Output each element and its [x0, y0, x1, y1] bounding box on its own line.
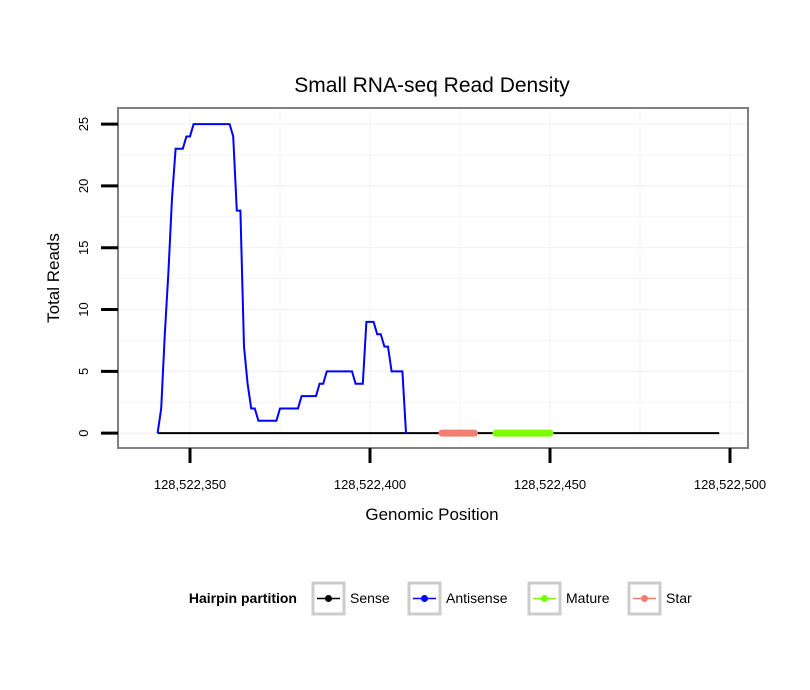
legend-key-dot — [541, 595, 548, 602]
legend-label-mature: Mature — [566, 590, 610, 606]
legend-key-dot — [325, 595, 332, 602]
x-axis-title: Genomic Position — [365, 505, 498, 524]
x-tick-label: 128,522,400 — [334, 477, 406, 492]
y-tick-label: 5 — [76, 368, 91, 375]
y-tick-label: 0 — [76, 430, 91, 437]
y-tick-label: 25 — [76, 117, 91, 131]
legend: Hairpin partition Sense Antisense Mature St… — [189, 581, 692, 616]
legend-key-dot — [421, 595, 428, 602]
legend-label-sense: Sense — [350, 590, 390, 606]
legend-item-sense: Sense — [311, 581, 390, 616]
legend-item-mature: Mature — [527, 581, 610, 616]
y-axis-title: Total Reads — [44, 233, 63, 323]
series-layer — [156, 123, 720, 437]
axes: 128,522,350 128,522,400 128,522,450 128,522… — [76, 117, 766, 492]
grid — [118, 108, 748, 448]
chart-title: Small RNA-seq Read Density — [294, 74, 570, 97]
y-tick-label: 10 — [76, 302, 91, 316]
legend-item-antisense: Antisense — [407, 581, 508, 616]
x-tick-label: 128,522,500 — [694, 477, 766, 492]
legend-title: Hairpin partition — [189, 590, 297, 606]
x-tick-label: 128,522,350 — [154, 477, 226, 492]
series-line-antisense — [156, 123, 407, 434]
legend-key-dot — [641, 595, 648, 602]
legend-item-star: Star — [627, 581, 692, 616]
legend-label-antisense: Antisense — [446, 590, 508, 606]
y-tick-label: 15 — [76, 240, 91, 254]
y-tick-label: 20 — [76, 179, 91, 193]
plot-border — [117, 107, 749, 449]
legend-label-star: Star — [666, 590, 692, 606]
x-tick-label: 128,522,450 — [514, 477, 586, 492]
